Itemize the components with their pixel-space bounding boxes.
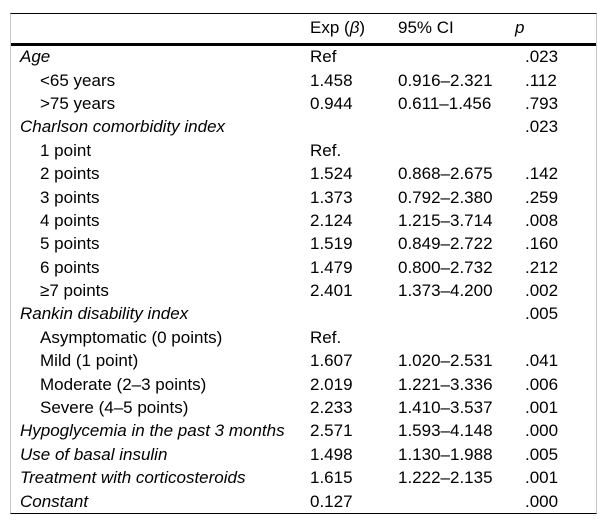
table-row: Asymptomatic (0 points) Ref.: [11, 326, 596, 349]
ci-value: 1.215–3.714: [398, 210, 493, 230]
table-row: Use of basal insulin 1.498 1.130–1.988 .…: [11, 443, 596, 466]
row-label: 1 point: [40, 140, 92, 160]
table-row: 3 points 1.373 0.792–2.380 .259: [11, 186, 596, 209]
ci-value: 1.410–3.537: [398, 398, 493, 418]
p-value: .002: [525, 281, 559, 301]
row-label: Mild (1 point): [40, 351, 139, 371]
p-value: .259: [525, 187, 559, 207]
row-label: 5 points: [40, 234, 100, 254]
exp-beta-value: Ref.: [310, 140, 342, 160]
table-row: <65 years 1.458 0.916–2.321 .112: [11, 69, 596, 92]
p-value: .000: [525, 491, 559, 511]
ci-value: 1.130–1.988: [398, 444, 493, 464]
ci-value: 0.800–2.732: [398, 257, 493, 277]
table-row: >75 years 0.944 0.611–1.456 .793: [11, 92, 596, 115]
table-row: Severe (4–5 points) 2.233 1.410–3.537 .0…: [11, 396, 596, 419]
table-row: 6 points 1.479 0.800–2.732 .212: [11, 256, 596, 279]
exp-beta-value: 2.401: [310, 281, 353, 301]
row-label: Age: [20, 47, 51, 67]
exp-beta-value: 1.524: [310, 164, 353, 184]
p-value: .793: [525, 93, 559, 113]
row-label: ≥7 points: [40, 281, 109, 301]
row-label: >75 years: [40, 93, 116, 113]
table-row: ≥7 points 2.401 1.373–4.200 .002: [11, 279, 596, 302]
row-label: Constant: [20, 491, 89, 511]
table-header-row: Exp (β) 95% CI p: [11, 14, 596, 46]
p-value: .023: [525, 47, 559, 67]
exp-beta-value: 1.615: [310, 468, 353, 488]
p-value: .008: [525, 210, 559, 230]
exp-beta-value: 2.571: [310, 421, 353, 441]
row-label: 4 points: [40, 210, 100, 230]
p-value: .023: [525, 117, 559, 137]
ci-value: 0.611–1.456: [398, 93, 492, 113]
exp-beta-value: 2.019: [310, 374, 353, 394]
header-p: p: [515, 18, 525, 38]
exp-beta-value: 1.373: [310, 187, 353, 207]
exp-beta-value: 2.124: [310, 210, 353, 230]
p-value: .142: [525, 164, 559, 184]
row-label: 6 points: [40, 257, 100, 277]
beta-symbol: β: [349, 18, 360, 38]
table-body: Age Ref .023 <65 years 1.458 0.916–2.321…: [11, 46, 596, 514]
p-value: .212: [525, 257, 559, 277]
table-row: 4 points 2.124 1.215–3.714 .008: [11, 209, 596, 232]
exp-beta-value: 0.127: [310, 491, 353, 511]
p-value: .006: [525, 374, 559, 394]
p-value: .005: [525, 444, 559, 464]
table-row: 1 point Ref.: [11, 139, 596, 162]
row-label: 3 points: [40, 187, 100, 207]
header-ci: 95% CI: [398, 18, 454, 38]
table-row: Constant 0.127 .000: [11, 490, 596, 513]
ci-value: 0.868–2.675: [398, 164, 493, 184]
ci-value: 1.593–4.148: [398, 421, 493, 441]
exp-beta-value: 1.607: [310, 351, 353, 371]
ci-value: 0.916–2.321: [398, 70, 493, 90]
table-row: Treatment with corticosteroids 1.615 1.2…: [11, 467, 596, 490]
header-exp-suffix: ): [359, 18, 366, 38]
row-label: Use of basal insulin: [20, 444, 168, 464]
row-label: Hypoglycemia in the past 3 months: [20, 421, 285, 441]
row-label: Asymptomatic (0 points): [40, 327, 223, 347]
p-value: .112: [525, 70, 557, 90]
table-row: Mild (1 point) 1.607 1.020–2.531 .041: [11, 350, 596, 373]
p-value: .000: [525, 421, 559, 441]
header-exp-beta: Exp (β): [310, 18, 398, 38]
table-row: Charlson comorbidity index .023: [11, 116, 596, 139]
row-label: <65 years: [40, 70, 116, 90]
table-row: 2 points 1.524 0.868–2.675 .142: [11, 162, 596, 185]
exp-beta-value: 1.458: [310, 70, 353, 90]
row-label: Treatment with corticosteroids: [20, 468, 246, 488]
table-row: Rankin disability index .005: [11, 303, 596, 326]
row-label: Severe (4–5 points): [40, 398, 189, 418]
exp-beta-value: 2.233: [310, 398, 353, 418]
p-value: .160: [525, 234, 559, 254]
ci-value: 1.222–2.135: [398, 468, 493, 488]
p-value: .001: [525, 468, 559, 488]
exp-beta-value: 1.519: [310, 234, 353, 254]
table-row: 5 points 1.519 0.849–2.722 .160: [11, 233, 596, 256]
ci-value: 1.020–2.531: [398, 351, 493, 371]
exp-beta-value: Ref.: [310, 327, 342, 347]
ci-value: 1.373–4.200: [398, 281, 493, 301]
row-label: Charlson comorbidity index: [20, 117, 226, 137]
p-value: .001: [525, 398, 559, 418]
regression-table: Exp (β) 95% CI p Age Ref .023 <65 years …: [10, 13, 597, 515]
header-exp-prefix: Exp (: [310, 18, 350, 38]
p-value: .005: [525, 304, 559, 324]
exp-beta-value: Ref: [310, 47, 337, 67]
table-row: Moderate (2–3 points) 2.019 1.221–3.336 …: [11, 373, 596, 396]
table-row: Hypoglycemia in the past 3 months 2.571 …: [11, 420, 596, 443]
exp-beta-value: 1.498: [310, 444, 353, 464]
table-row: Age Ref .023: [11, 46, 596, 69]
row-label: Moderate (2–3 points): [40, 374, 207, 394]
ci-value: 0.849–2.722: [398, 234, 493, 254]
exp-beta-value: 1.479: [310, 257, 353, 277]
row-label: Rankin disability index: [20, 304, 189, 324]
p-value: .041: [525, 351, 559, 371]
exp-beta-value: 0.944: [310, 93, 353, 113]
row-label: 2 points: [40, 164, 100, 184]
ci-value: 0.792–2.380: [398, 187, 493, 207]
ci-value: 1.221–3.336: [398, 374, 493, 394]
